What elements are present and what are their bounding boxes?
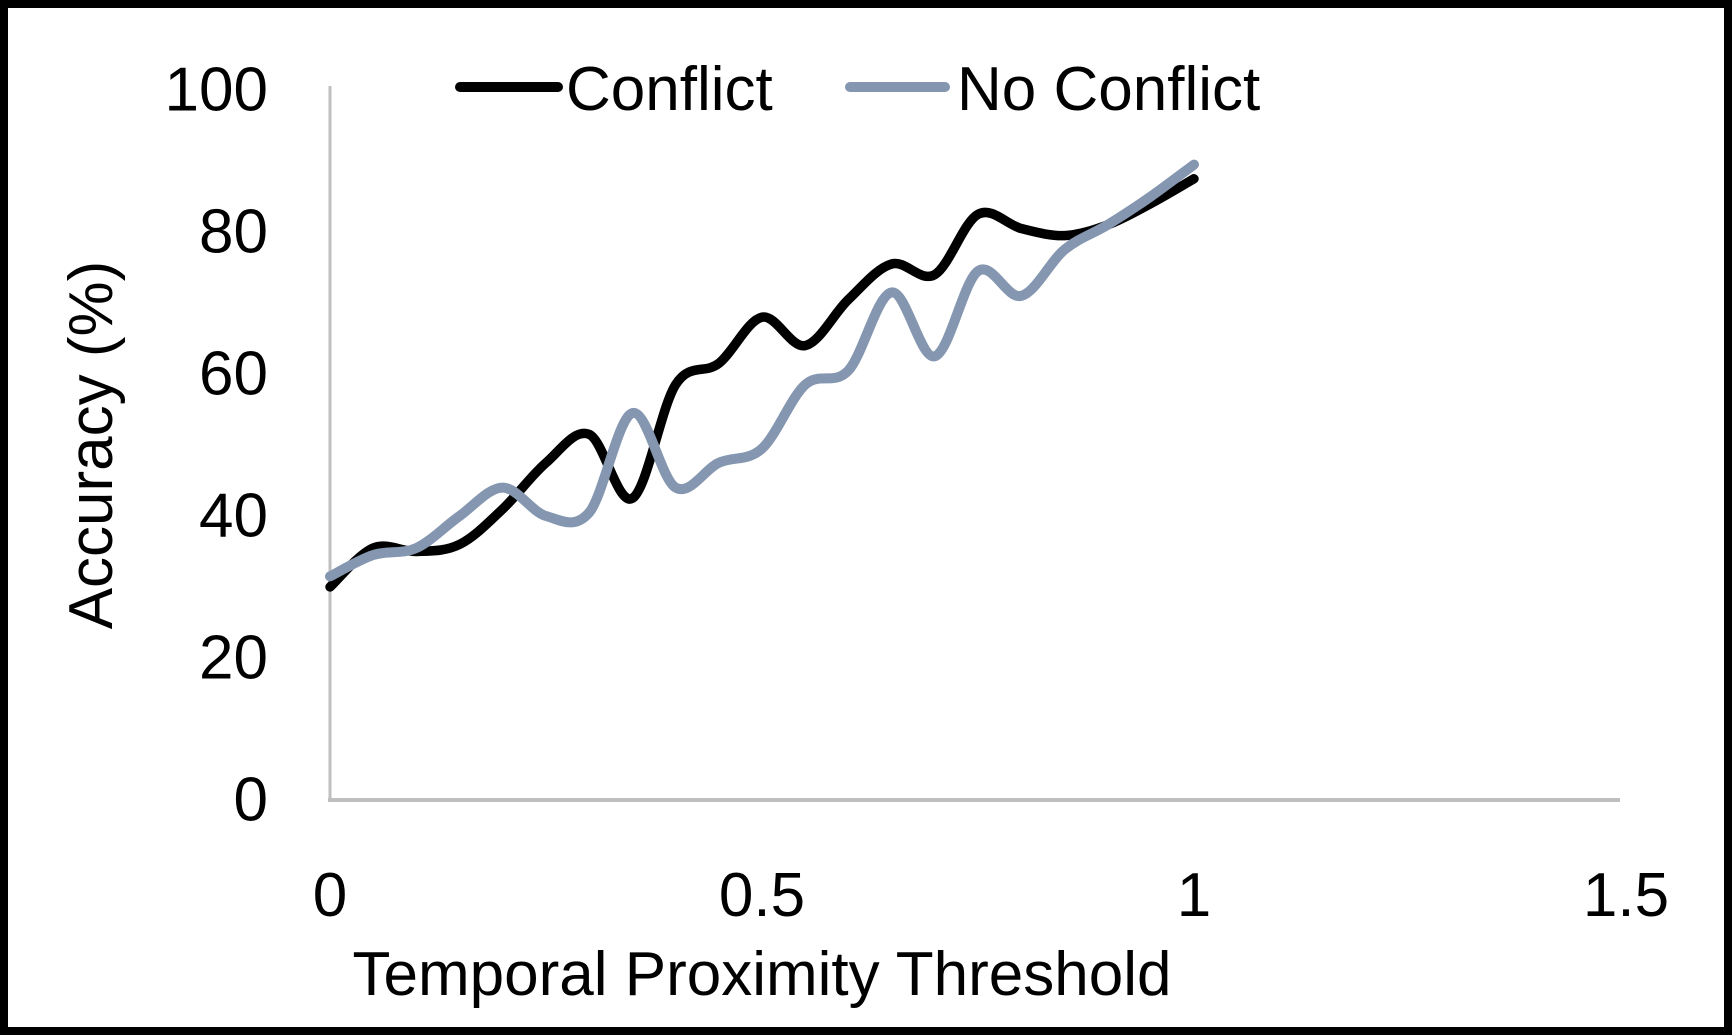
legend: Conflict No Conflict (455, 55, 1260, 124)
y-tick-labels: 100 80 60 40 20 0 (165, 56, 268, 835)
x-tick-label: 1.5 (1583, 861, 1669, 930)
y-tick-label: 80 (199, 198, 268, 267)
x-tick-label: 0 (313, 861, 347, 930)
legend-conflict-label: Conflict (566, 55, 773, 124)
x-axis-title: Temporal Proximity Threshold (353, 940, 1172, 1009)
y-axis-title: Accuracy (%) (57, 261, 126, 630)
series-conflict-line (325, 174, 1199, 592)
x-tick-label: 0.5 (719, 861, 805, 930)
x-tick-label: 1 (1177, 861, 1211, 930)
y-tick-label: 40 (199, 482, 268, 551)
y-tick-label: 60 (199, 340, 268, 409)
series-no-conflict-line (325, 159, 1199, 582)
y-tick-label: 100 (165, 56, 268, 125)
line-chart: 100 80 60 40 20 0 0 0.5 1 1.5 Temporal Proximity… (57, 55, 1669, 1009)
legend-no-conflict-label: No Conflict (957, 55, 1260, 124)
y-tick-label: 0 (234, 766, 268, 835)
x-tick-labels: 0 0.5 1 1.5 (313, 861, 1669, 930)
y-tick-label: 20 (199, 624, 268, 693)
